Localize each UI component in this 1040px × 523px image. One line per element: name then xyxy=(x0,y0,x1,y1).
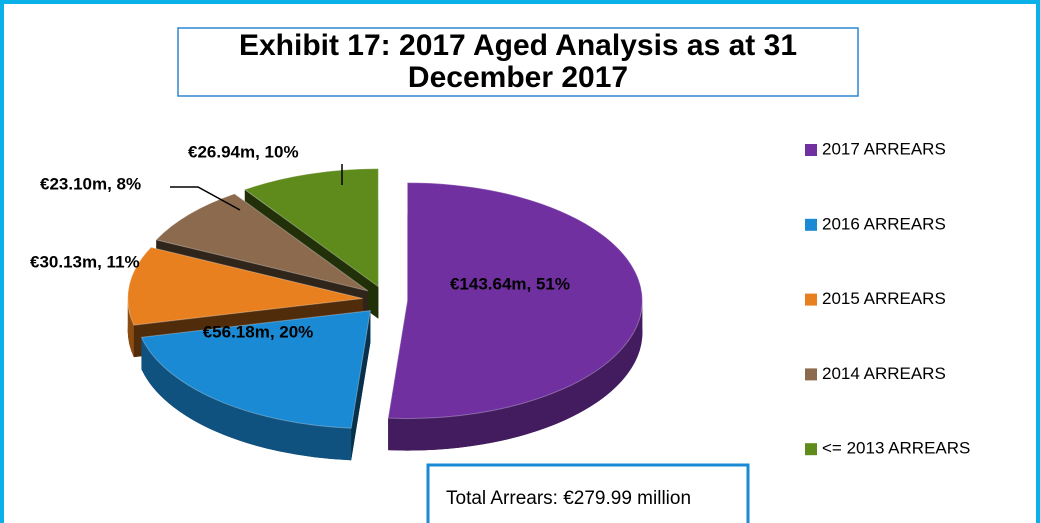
leader-line xyxy=(170,186,241,211)
data-label: €30.13m, 11% xyxy=(30,252,140,271)
legend-label: 2014 ARREARS xyxy=(822,364,946,383)
slice xyxy=(127,246,363,326)
annotation: Total Arrears: €279.99 million xyxy=(446,488,691,509)
slice xyxy=(387,182,643,420)
annotation-box xyxy=(426,463,750,523)
chart-title: Exhibit 17: 2017 Aged Analysis as at 31 … xyxy=(238,30,798,94)
legend-label: 2016 ARREARS xyxy=(822,214,946,233)
slice xyxy=(243,168,379,288)
data-label: €143.64m, 51% xyxy=(450,274,570,293)
slice-side xyxy=(141,337,352,461)
legend-label: <= 2013 ARREARS xyxy=(822,439,970,458)
legend-label: 2015 ARREARS xyxy=(822,289,946,308)
slice xyxy=(140,310,371,429)
data-label: €26.94m, 10% xyxy=(188,142,299,161)
data-label: €23.10m, 8% xyxy=(40,174,141,193)
title-box xyxy=(177,27,859,97)
slice-wall xyxy=(351,310,371,461)
legend-swatch xyxy=(805,218,817,231)
legend-swatch xyxy=(805,293,817,306)
legend-label: 2017 ARREARS xyxy=(822,139,946,158)
slice-side xyxy=(127,298,134,358)
legend-swatch xyxy=(805,443,817,456)
title-wrap: Exhibit 17: 2017 Aged Analysis as at 31 … xyxy=(238,30,798,94)
slice xyxy=(155,193,369,292)
data-label: €56.18m, 20% xyxy=(203,322,314,341)
slice-side xyxy=(388,300,643,451)
legend-swatch xyxy=(805,368,817,381)
legend-swatch xyxy=(805,144,817,156)
